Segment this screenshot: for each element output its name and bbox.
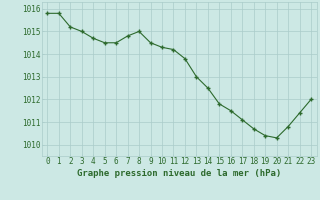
X-axis label: Graphe pression niveau de la mer (hPa): Graphe pression niveau de la mer (hPa) bbox=[77, 169, 281, 178]
